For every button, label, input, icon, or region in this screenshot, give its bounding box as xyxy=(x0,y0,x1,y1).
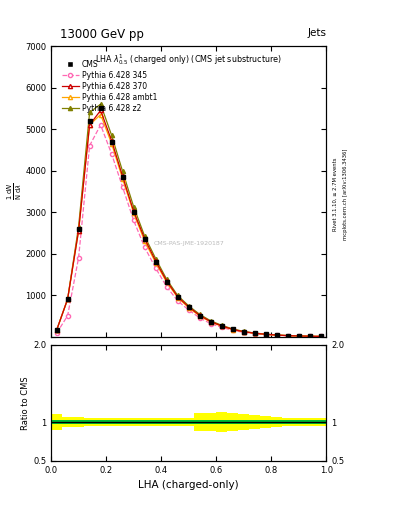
X-axis label: LHA (charged-only): LHA (charged-only) xyxy=(138,480,239,490)
Text: mcplots.cern.ch [arXiv:1306.3436]: mcplots.cern.ch [arXiv:1306.3436] xyxy=(343,149,348,240)
Y-axis label: $\frac{1}{\mathrm{N}}\frac{\mathrm{d}N}{\mathrm{d}\lambda}$: $\frac{1}{\mathrm{N}}\frac{\mathrm{d}N}{… xyxy=(6,182,24,200)
Text: CMS-PAS-JME-1920187: CMS-PAS-JME-1920187 xyxy=(153,241,224,246)
Text: 13000 GeV pp: 13000 GeV pp xyxy=(60,28,144,41)
Legend: CMS, Pythia 6.428 345, Pythia 6.428 370, Pythia 6.428 ambt1, Pythia 6.428 z2: CMS, Pythia 6.428 345, Pythia 6.428 370,… xyxy=(61,58,159,114)
Text: LHA $\lambda^{1}_{0.5}$ (charged only) (CMS jet substructure): LHA $\lambda^{1}_{0.5}$ (charged only) (… xyxy=(95,52,282,67)
Text: Jets: Jets xyxy=(307,28,326,38)
Text: Rivet 3.1.10, ≥ 2.7M events: Rivet 3.1.10, ≥ 2.7M events xyxy=(333,158,338,231)
Y-axis label: Ratio to CMS: Ratio to CMS xyxy=(21,376,30,430)
